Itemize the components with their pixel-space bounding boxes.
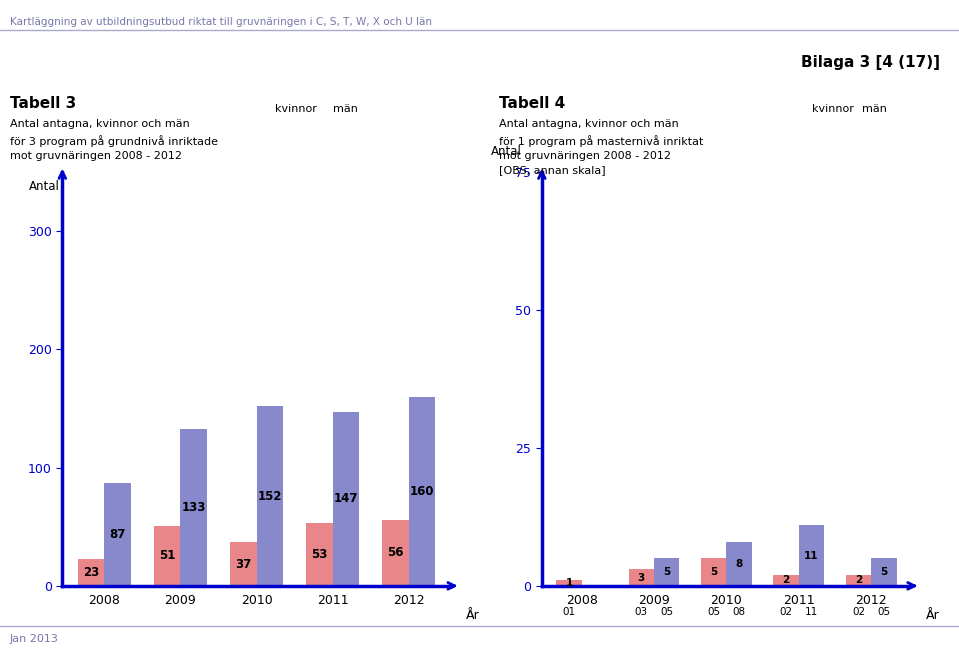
Text: 87: 87 [109,528,126,541]
Text: Antal: Antal [491,144,522,158]
Text: 08: 08 [733,607,746,617]
Text: 147: 147 [334,493,359,506]
Bar [871,558,897,586]
Text: Tabell 4: Tabell 4 [499,96,565,111]
Text: 2: 2 [854,575,862,585]
Text: Jan 2013: Jan 2013 [10,634,58,644]
Bar [556,581,582,586]
Text: 5: 5 [711,567,717,577]
Text: män: män [862,104,887,114]
Text: 02: 02 [852,607,865,617]
Bar [774,575,799,586]
Bar [78,559,105,586]
Text: kvinnor: kvinnor [812,104,854,114]
Bar [799,525,824,586]
Text: 05: 05 [660,607,673,617]
Text: 53: 53 [311,548,328,561]
Text: Antal antagna, kvinnor och män
för 3 program på grundnivå inriktade
mot gruvnäri: Antal antagna, kvinnor och män för 3 pro… [10,119,218,161]
Bar [257,406,283,586]
Text: 03: 03 [635,607,648,617]
Text: År: År [925,608,940,622]
Text: 11: 11 [805,551,819,561]
Bar [153,526,180,586]
Text: 51: 51 [159,549,175,562]
Text: 11: 11 [805,607,818,617]
Text: 02: 02 [780,607,793,617]
Text: Antal: Antal [30,181,60,193]
Bar [333,412,360,586]
Text: 5: 5 [880,567,887,577]
Text: Antal antagna, kvinnor och män
för 1 program på masternivå inriktat
mot gruvnäri: Antal antagna, kvinnor och män för 1 pro… [499,119,703,175]
Text: 05: 05 [707,607,720,617]
Bar [383,520,409,586]
Text: Bilaga 3 [4 (17)]: Bilaga 3 [4 (17)] [801,56,940,70]
Bar [629,569,654,586]
Text: 1: 1 [566,578,573,588]
Text: HÖGSKOLA
UNIVERSITET: HÖGSKOLA UNIVERSITET [0,44,65,75]
Bar [701,558,727,586]
Text: År: År [466,608,480,622]
Text: 5: 5 [663,567,670,577]
Text: 160: 160 [409,485,434,498]
Bar [306,523,333,586]
Text: 23: 23 [82,566,99,579]
Text: 56: 56 [387,546,404,559]
Bar [654,558,679,586]
Text: 3: 3 [638,573,645,583]
Text: Kartläggning av utbildningsutbud riktat till gruvnäringen i C, S, T, W, X och U : Kartläggning av utbildningsutbud riktat … [10,17,432,26]
Bar [846,575,871,586]
Text: HÖGSKOLAN I
JÖNKÖPING: HÖGSKOLAN I JÖNKÖPING [181,42,278,77]
Text: Tabell 3: Tabell 3 [10,96,76,111]
Bar [230,542,257,586]
Text: 133: 133 [181,500,206,514]
Bar [727,542,752,586]
Text: 01: 01 [562,607,575,617]
Text: 05: 05 [877,607,891,617]
Bar [409,397,435,586]
Text: kvinnor: kvinnor [275,104,317,114]
Text: 152: 152 [258,489,282,502]
Text: 2: 2 [783,575,790,585]
Bar [180,429,207,586]
Text: 8: 8 [736,559,742,569]
Text: 37: 37 [235,557,251,571]
Bar [105,483,130,586]
Text: män: män [333,104,358,114]
